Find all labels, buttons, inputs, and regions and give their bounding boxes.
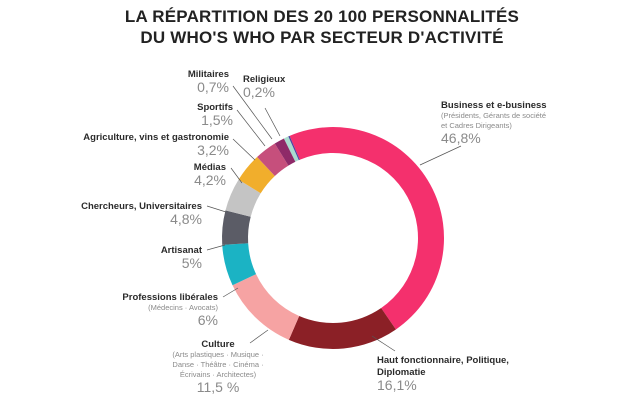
slice-militaires: [283, 136, 299, 162]
label-name-2: Diplomatie: [377, 367, 426, 378]
label-name: Agriculture, vins et gastronomie: [83, 132, 229, 143]
label-name: Culture: [201, 339, 234, 350]
chart-title: LA RÉPARTITION DES 20 100 PERSONNALITÉS …: [0, 6, 644, 48]
label-name: Professions libérales: [122, 292, 218, 303]
label-value: 46,8%: [441, 130, 481, 146]
leader-haut-fonctionnaire-politique: [371, 335, 396, 352]
slice-agriculture-vins-et-gastronomie: [257, 143, 289, 176]
label-sub: Danse · Théâtre · Cinéma ·: [172, 360, 263, 369]
leader-culture: [249, 329, 269, 344]
donut-slices: [222, 126, 445, 349]
label-sub: et Cadres Dirigeants): [441, 121, 512, 130]
label-value: 0,2%: [243, 84, 275, 100]
label-business-et-e-business: Business et e-business(Présidents, Géran…: [441, 100, 547, 146]
chart-title-line2: DU WHO'S WHO PAR SECTEUR D'ACTIVITÉ: [140, 28, 504, 47]
label-name: Business et e-business: [441, 100, 547, 111]
slice-business-et-e-business: [289, 126, 445, 330]
leader-business-et-e-business: [419, 145, 462, 166]
label-haut-fonctionnaire-politique: Haut fonctionnaire, Politique,Diplomatie…: [377, 355, 509, 393]
leader-sportifs: [236, 109, 266, 147]
leader-religieux: [264, 107, 281, 137]
slice-culture: [232, 274, 300, 340]
label-value: 11,5 %: [197, 379, 240, 395]
leader-professions-liberales: [222, 287, 239, 298]
slice-haut-fonctionnaire-politique: [288, 308, 396, 349]
leader-medias: [230, 167, 243, 184]
label-sub: Écrivains · Architectes): [180, 370, 257, 379]
label-value: 4,8%: [170, 211, 202, 227]
label-name: Militaires: [188, 69, 229, 80]
leader-militaires: [232, 85, 273, 140]
slice-professions-liberales: [222, 243, 257, 286]
leader-artisanat: [206, 244, 226, 251]
label-name: Artisanat: [161, 245, 203, 256]
label-sub: (Médecins · Avocats): [148, 303, 218, 312]
label-name: Médias: [194, 162, 226, 173]
label-value: 4,2%: [194, 172, 226, 188]
slice-labels: Business et e-business(Présidents, Géran…: [81, 69, 547, 395]
label-value: 5%: [182, 255, 202, 271]
label-value: 0,7%: [197, 79, 229, 95]
label-professions-liberales: Professions libérales(Médecins · Avocats…: [122, 292, 218, 328]
leader-chercheurs-universitaires: [206, 205, 227, 213]
label-name: Sportifs: [197, 102, 233, 113]
slice-artisanat: [222, 210, 251, 245]
slice-chercheurs-universitaires: [225, 179, 261, 217]
slice-sportifs: [274, 138, 296, 166]
leader-lines: [206, 85, 462, 352]
slice-religieux: [288, 135, 300, 161]
label-culture: Culture(Arts plastiques · Musique ·Danse…: [172, 339, 263, 395]
label-sub: (Présidents, Gérants de société: [441, 111, 546, 120]
label-name: Chercheurs, Universitaires: [81, 201, 202, 212]
label-value: 6%: [198, 312, 218, 328]
chart-title-line1: LA RÉPARTITION DES 20 100 PERSONNALITÉS: [124, 7, 520, 26]
slice-medias: [238, 157, 275, 194]
leader-agriculture-vins-et-gastronomie: [232, 138, 256, 161]
label-value: 1,5%: [201, 112, 233, 128]
label-name: Religieux: [243, 74, 286, 85]
label-name: Haut fonctionnaire, Politique,: [377, 355, 509, 366]
label-value: 16,1%: [377, 377, 417, 393]
label-value: 3,2%: [197, 142, 229, 158]
label-sub: (Arts plastiques · Musique ·: [172, 350, 263, 359]
